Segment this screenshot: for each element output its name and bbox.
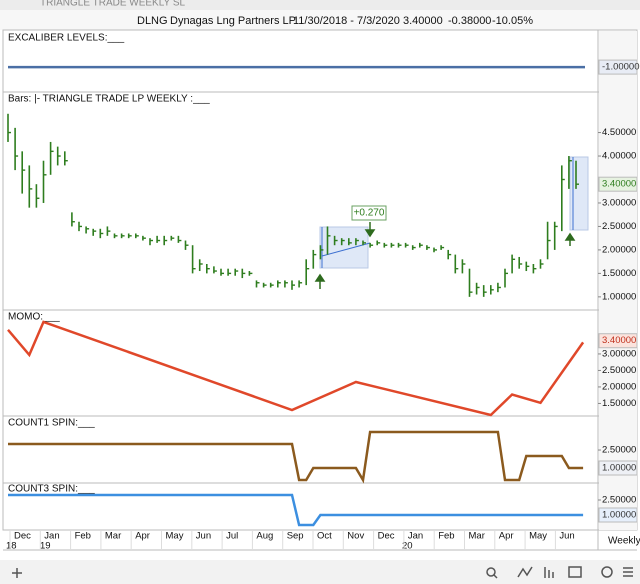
x-tick-label: Jan xyxy=(44,531,59,542)
x-tick-label: Mar xyxy=(105,531,121,542)
toolbar xyxy=(0,560,640,584)
search-button[interactable] xyxy=(486,567,496,577)
x-tick-label: Apr xyxy=(499,531,514,542)
toolbar-icons xyxy=(12,566,633,579)
panel-label: Bars: |- TRIANGLE TRADE LP WEEKLY :___ xyxy=(8,94,210,105)
x-tick-label: Nov xyxy=(347,531,364,542)
header-bar xyxy=(0,10,640,30)
annotation: +0.270 xyxy=(354,208,385,219)
panel-label: MOMO:___ xyxy=(8,312,60,323)
y-tick-label: 4.00000 xyxy=(602,151,636,162)
y-tick-label: 2.50000 xyxy=(602,221,636,232)
date-range: 11/30/2018 - 7/3/2020 xyxy=(293,15,400,27)
price-change: -0.38000 xyxy=(448,15,491,27)
panel-label: EXCALIBER LEVELS:___ xyxy=(8,33,125,44)
y-tick-label: 2.50000 xyxy=(602,365,636,376)
last-value-label: 3.40000 xyxy=(602,335,636,346)
count3-line xyxy=(8,493,584,527)
last-value-box xyxy=(598,507,638,523)
triangle-zone xyxy=(569,156,589,231)
x-tick-label: Feb xyxy=(438,531,454,542)
x-tick-label: May xyxy=(166,531,184,542)
y-tick-label: 2.50000 xyxy=(602,445,636,456)
panel-label: COUNT3 SPIN:___ xyxy=(8,484,95,495)
indicator-button[interactable] xyxy=(544,567,554,578)
y-tick-label: 4.50000 xyxy=(602,127,636,138)
y-tick-label: 3.00000 xyxy=(602,197,636,208)
trend-line xyxy=(321,242,371,257)
x-tick-label: Aug xyxy=(256,531,273,542)
last-value-label: -1.00000 xyxy=(602,62,640,73)
window-title: TRIANGLE TRADE WEEKLY SL xyxy=(40,0,185,9)
count1-line xyxy=(8,430,584,484)
x-tick-label: Jun xyxy=(196,531,211,542)
x-tick-label: Mar xyxy=(469,531,485,542)
last-value-box xyxy=(598,333,638,349)
period-label: Weekly xyxy=(608,536,640,547)
y-tick-label: 2.50000 xyxy=(602,495,636,506)
panel-label: COUNT1 SPIN:___ xyxy=(8,418,95,429)
signal-arrows xyxy=(314,222,576,289)
y-tick-label: 1.50000 xyxy=(602,268,636,279)
x-tick-label: Apr xyxy=(135,531,150,542)
annotation-box xyxy=(351,205,387,221)
x-tick-label: Jan xyxy=(408,531,423,542)
last-price: 3.40000 xyxy=(403,15,443,27)
color-button[interactable] xyxy=(601,566,613,578)
x-tick-label: Jul xyxy=(226,531,238,542)
last-value-box xyxy=(598,59,638,75)
x-tick-label: May xyxy=(529,531,547,542)
layout-button[interactable] xyxy=(568,566,582,578)
price-axis-bg xyxy=(599,31,637,530)
x-tick-label: Sep xyxy=(287,531,304,542)
year-label: 18 xyxy=(6,541,17,552)
title-bar xyxy=(0,0,640,10)
draw-button[interactable] xyxy=(517,566,533,578)
add-button[interactable] xyxy=(12,568,22,578)
momo-line xyxy=(7,320,585,417)
year-label: 20 xyxy=(402,541,413,552)
x-tick-label: Jun xyxy=(559,531,574,542)
percent-change: -10.05% xyxy=(492,15,533,27)
y-tick-label: 2.00000 xyxy=(602,244,636,255)
y-tick-label: 3.00000 xyxy=(602,348,636,359)
last-value-label: 1.00000 xyxy=(602,510,636,521)
menu-button[interactable] xyxy=(623,567,633,577)
symbol: DLNG xyxy=(137,15,168,27)
x-tick-label: Dec xyxy=(378,531,395,542)
y-tick-label: 2.00000 xyxy=(602,381,636,392)
last-value-label: 3.40000 xyxy=(602,179,636,190)
x-tick-label: Feb xyxy=(75,531,91,542)
x-tick-label: Dec xyxy=(14,531,31,542)
last-value-box xyxy=(598,176,638,192)
last-value-box xyxy=(598,460,638,476)
y-tick-label: 1.50000 xyxy=(602,398,636,409)
y-tick-label: 1.00000 xyxy=(602,291,636,302)
year-label: 19 xyxy=(40,541,51,552)
x-tick-label: Oct xyxy=(317,531,332,542)
last-value-label: 1.00000 xyxy=(602,463,636,474)
company-name: Dynagas Lng Partners LP xyxy=(170,15,296,27)
